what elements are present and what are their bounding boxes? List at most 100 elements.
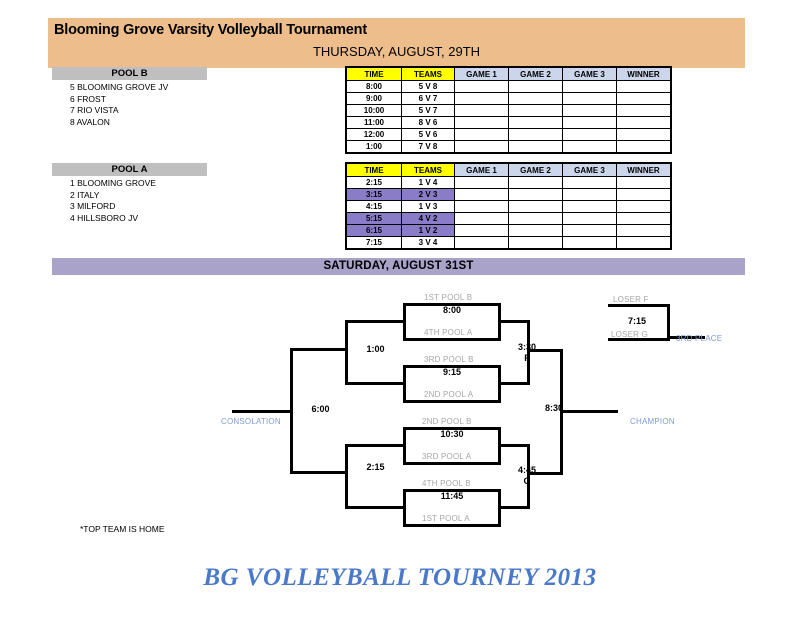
- pool-a-team: 2 ITALY: [70, 189, 100, 200]
- cell-game-1[interactable]: [454, 236, 509, 250]
- bracket-letter-semi-f: F: [524, 353, 530, 363]
- cell-game-3[interactable]: [562, 80, 617, 93]
- cell-winner[interactable]: [616, 140, 672, 154]
- table-row: 3:15 2 V 3: [345, 188, 672, 201]
- col-teams: TEAMS: [401, 66, 455, 81]
- cell-time: 5:15: [345, 212, 402, 225]
- table-row: 2:15 1 V 4: [345, 176, 672, 189]
- cell-game-3[interactable]: [562, 140, 617, 154]
- cell-game-2[interactable]: [508, 116, 563, 129]
- cell-game-3[interactable]: [562, 236, 617, 250]
- pool-a-team: 4 HILLSBORO JV: [70, 212, 139, 223]
- bracket-game-box-g2[interactable]: [403, 365, 501, 403]
- bracket-slot-bottom-g3: 3RD POOL A: [422, 452, 472, 461]
- cell-game-1[interactable]: [454, 224, 509, 237]
- cell-time: 7:15: [345, 236, 402, 250]
- pool-a-team: 3 MILFORD: [70, 201, 116, 212]
- cell-winner[interactable]: [616, 236, 672, 250]
- bracket-time-upper-consolation: 1:00: [366, 344, 385, 354]
- cell-teams: 5 V 6: [401, 128, 455, 141]
- cell-game-1[interactable]: [454, 140, 509, 154]
- cell-game-3[interactable]: [562, 176, 617, 189]
- cell-teams: 1 V 4: [401, 176, 455, 189]
- cell-winner[interactable]: [616, 224, 672, 237]
- cell-game-2[interactable]: [508, 200, 563, 213]
- bracket-time-g3: 10:30: [440, 429, 464, 439]
- bracket-line-semi-f-join: [527, 320, 530, 385]
- cell-game-2[interactable]: [508, 104, 563, 117]
- cell-winner[interactable]: [616, 116, 672, 129]
- cell-game-3[interactable]: [562, 116, 617, 129]
- cell-game-3[interactable]: [562, 224, 617, 237]
- cell-winner[interactable]: [616, 176, 672, 189]
- cell-game-2[interactable]: [508, 80, 563, 93]
- cell-winner[interactable]: [616, 128, 672, 141]
- cell-game-2[interactable]: [508, 188, 563, 201]
- cell-winner[interactable]: [616, 212, 672, 225]
- col-time: TIME: [345, 162, 402, 177]
- col-winner: WINNER: [616, 162, 672, 177]
- bracket-time-lower-consolation: 2:15: [366, 462, 385, 472]
- cell-game-1[interactable]: [454, 188, 509, 201]
- cell-time: 6:15: [345, 224, 402, 237]
- col-winner: WINNER: [616, 66, 672, 81]
- cell-time: 10:00: [345, 104, 402, 117]
- bracket-letter-semi-g: G: [523, 476, 531, 486]
- header-band: [48, 18, 745, 68]
- cell-game-3[interactable]: [562, 92, 617, 105]
- cell-game-1[interactable]: [454, 128, 509, 141]
- bracket-game-box-g1[interactable]: [403, 303, 501, 341]
- cell-game-3[interactable]: [562, 104, 617, 117]
- cell-winner[interactable]: [616, 188, 672, 201]
- bracket-time-third-place: 7:15: [627, 316, 646, 326]
- bracket-time-final: 8:30: [545, 403, 564, 413]
- cell-game-1[interactable]: [454, 200, 509, 213]
- cell-winner[interactable]: [616, 92, 672, 105]
- bracket-slot-top-g1: 1ST POOL B: [424, 293, 473, 302]
- col-game-2: GAME 2: [508, 66, 563, 81]
- cell-teams: 5 V 7: [401, 104, 455, 117]
- cell-teams: 2 V 3: [401, 188, 455, 201]
- cell-game-2[interactable]: [508, 128, 563, 141]
- cell-winner[interactable]: [616, 200, 672, 213]
- cell-game-2[interactable]: [508, 176, 563, 189]
- pool-b-team: 5 BLOOMING GROVE JV: [70, 82, 169, 92]
- pool-b-team-list: 5 BLOOMING GROVE JV 6 FROST 7 RIO VISTA …: [70, 82, 168, 128]
- bracket-game-box-g3[interactable]: [403, 427, 501, 465]
- cell-game-1[interactable]: [454, 80, 509, 93]
- cell-game-1[interactable]: [454, 116, 509, 129]
- bracket-line-semi-g-out: [527, 472, 562, 475]
- cell-game-1[interactable]: [454, 212, 509, 225]
- cell-game-2[interactable]: [508, 236, 563, 250]
- cell-time: 9:00: [345, 92, 402, 105]
- cell-game-2[interactable]: [508, 224, 563, 237]
- cell-time: 8:00: [345, 80, 402, 93]
- bracket-label-champion: CHAMPION: [630, 417, 675, 426]
- cell-game-1[interactable]: [454, 104, 509, 117]
- bracket-line-consolation-out: [232, 410, 292, 413]
- cell-game-1[interactable]: [454, 92, 509, 105]
- pool-a-team: 1 BLOOMING GROVE: [70, 178, 156, 188]
- bracket-slot-top-g3: 2ND POOL B: [422, 417, 472, 426]
- cell-game-1[interactable]: [454, 176, 509, 189]
- bracket-game-box-g4[interactable]: [403, 489, 501, 527]
- cell-teams: 6 V 7: [401, 92, 455, 105]
- pool-b-team: 8 AVALON: [70, 116, 110, 127]
- cell-teams: 1 V 2: [401, 224, 455, 237]
- cell-game-3[interactable]: [562, 128, 617, 141]
- cell-game-3[interactable]: [562, 212, 617, 225]
- bracket-line-g1-out: [501, 320, 529, 323]
- bracket-label-third-place: 3RD PLACE: [676, 334, 723, 343]
- bracket-label-consolation: CONSOLATION: [221, 417, 281, 426]
- col-game-3: GAME 3: [562, 162, 617, 177]
- bracket-line-feed-g1: [345, 320, 403, 323]
- bracket-line-feed-g3: [345, 444, 403, 447]
- cell-game-2[interactable]: [508, 92, 563, 105]
- cell-game-2[interactable]: [508, 212, 563, 225]
- cell-winner[interactable]: [616, 104, 672, 117]
- cell-game-2[interactable]: [508, 140, 563, 154]
- cell-game-3[interactable]: [562, 200, 617, 213]
- cell-winner[interactable]: [616, 80, 672, 93]
- cell-game-3[interactable]: [562, 188, 617, 201]
